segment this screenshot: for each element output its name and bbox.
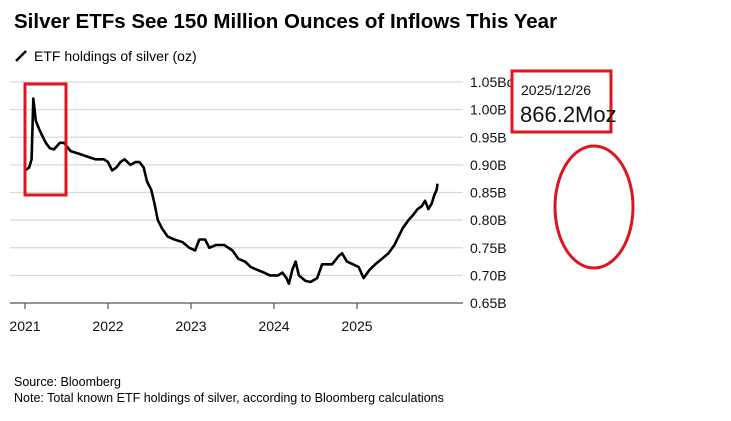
highlight-box-2021-spike bbox=[23, 82, 68, 197]
chart-title: Silver ETFs See 150 Million Ounces of In… bbox=[14, 10, 558, 33]
legend-label: ETF holdings of silver (oz) bbox=[34, 48, 197, 64]
y-tick-label: 0.80B bbox=[470, 212, 507, 228]
note-text: Note: Total known ETF holdings of silver… bbox=[14, 391, 444, 405]
legend: ETF holdings of silver (oz) bbox=[14, 48, 197, 64]
y-tick-label: 0.90B bbox=[470, 157, 507, 173]
source-text: Source: Bloomberg bbox=[14, 375, 122, 389]
y-tick-label: 0.75B bbox=[470, 240, 507, 256]
x-tick-label: 2024 bbox=[258, 318, 289, 334]
y-tick-label: 0.65B bbox=[470, 295, 507, 311]
footer: Source: Bloomberg Note: Total known ETF … bbox=[14, 374, 444, 406]
x-tick-label: 2021 bbox=[9, 318, 40, 334]
annotation-box bbox=[510, 69, 613, 134]
highlight-ellipse-2025 bbox=[553, 144, 635, 270]
y-tick-label: 0.70B bbox=[470, 267, 507, 283]
annotation-value: 866.2Moz bbox=[520, 102, 617, 127]
y-tick-label: 1.00B bbox=[470, 102, 507, 118]
x-tick-label: 2025 bbox=[341, 318, 372, 334]
x-tick-label: 2022 bbox=[92, 318, 123, 334]
x-tick-label: 2023 bbox=[175, 318, 206, 334]
series-line bbox=[24, 97, 439, 285]
y-tick-label: 1.05Boz bbox=[470, 74, 521, 90]
annotation-date: 2025/12/26 bbox=[521, 82, 591, 98]
y-tick-label: 0.85B bbox=[470, 185, 507, 201]
line-legend-icon bbox=[15, 50, 27, 62]
y-tick-label: 0.95B bbox=[470, 129, 507, 145]
